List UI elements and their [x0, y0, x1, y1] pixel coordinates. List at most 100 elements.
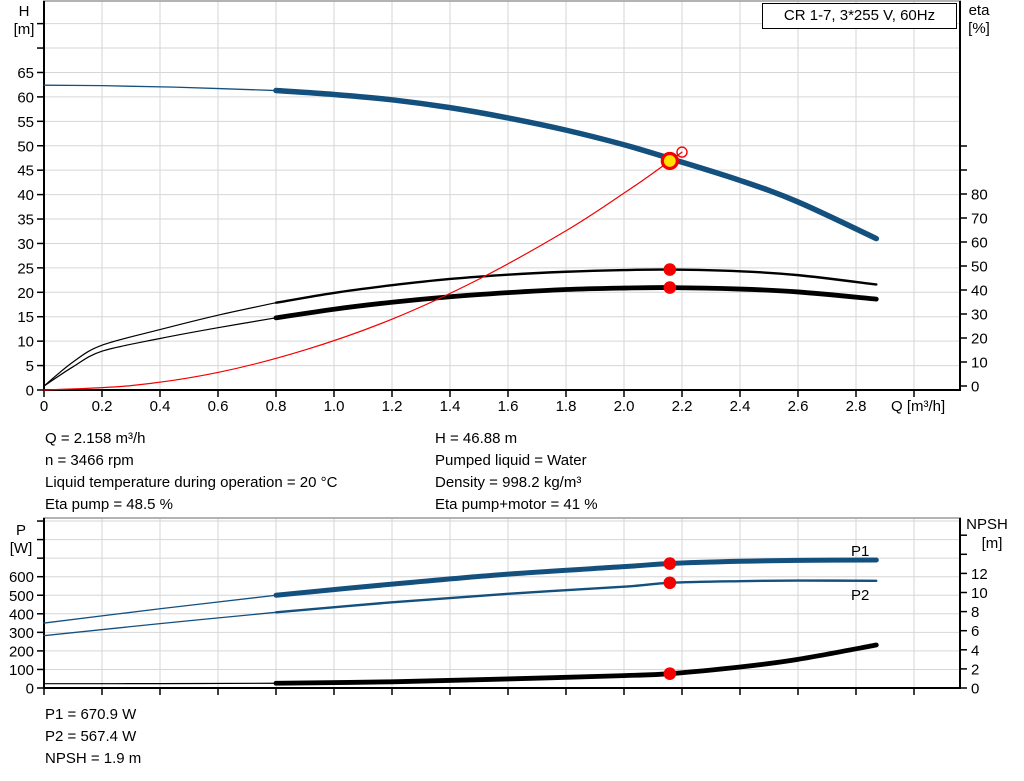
head-curve — [273, 87, 880, 242]
svg-text:55: 55 — [17, 114, 34, 131]
svg-text:1.6: 1.6 — [498, 398, 519, 415]
svg-text:200: 200 — [9, 643, 34, 660]
svg-text:2.8: 2.8 — [846, 398, 867, 415]
svg-text:400: 400 — [9, 606, 34, 623]
svg-text:30: 30 — [971, 307, 988, 324]
svg-text:100: 100 — [9, 662, 34, 679]
tick-labels: 0 0.2 0.4 0.6 0.8 1.0 1.2 1.4 1.6 1.8 2.0 2.2 2.4 2.6… — [17, 65, 987, 415]
annotation-pumped-liquid: Pumped liquid = Water — [435, 452, 587, 469]
annotation-liquid-temperature: Liquid temperature during operation = 20… — [45, 474, 338, 491]
annotation-p1: P1 = 670.9 W — [45, 706, 137, 723]
system-curve — [43, 151, 683, 391]
svg-text:30: 30 — [17, 236, 34, 253]
svg-text:2.2: 2.2 — [672, 398, 693, 415]
svg-text:6: 6 — [971, 623, 979, 640]
svg-text:1.2: 1.2 — [382, 398, 403, 415]
svg-text:500: 500 — [9, 588, 34, 605]
svg-text:0: 0 — [971, 681, 979, 698]
npsh-curve — [273, 642, 879, 686]
gridlines — [44, 1, 960, 390]
svg-text:35: 35 — [17, 212, 34, 229]
eta-pump-extension — [43, 302, 277, 387]
svg-text:40: 40 — [971, 283, 988, 300]
axis-unit-label: NPSH — [966, 516, 1008, 533]
eta-pump-motor-extension — [43, 317, 277, 387]
svg-text:40: 40 — [17, 187, 34, 204]
curve-label-p1: P1 — [851, 543, 869, 560]
svg-text:0.8: 0.8 — [266, 398, 287, 415]
annotation-npsh: NPSH = 1.9 m — [45, 750, 142, 767]
svg-text:12: 12 — [971, 566, 988, 583]
axes-and-ticks — [37, 518, 967, 695]
axis-unit-label: [W] — [10, 540, 33, 557]
axis-unit-label: H — [19, 3, 30, 20]
eta-pump-curve — [274, 268, 878, 304]
svg-text:8: 8 — [971, 604, 979, 621]
svg-text:1.0: 1.0 — [324, 398, 345, 415]
svg-text:50: 50 — [17, 138, 34, 155]
x-axis-title: Q [m³/h] — [891, 398, 945, 415]
annotation-head: H = 46.88 m — [435, 430, 518, 447]
svg-text:70: 70 — [971, 211, 988, 228]
axis-unit-label: P — [16, 522, 26, 539]
svg-text:0.6: 0.6 — [208, 398, 229, 415]
eta-pump-motor-curve — [273, 285, 879, 321]
curve-label-p2: P2 — [851, 587, 869, 604]
svg-text:0: 0 — [26, 681, 34, 698]
npsh-point — [663, 667, 677, 680]
svg-text:45: 45 — [17, 163, 34, 180]
svg-text:2.6: 2.6 — [788, 398, 809, 415]
svg-text:20: 20 — [17, 285, 34, 302]
svg-text:4: 4 — [971, 642, 979, 659]
annotation-p2: P2 = 567.4 W — [45, 728, 137, 745]
pump-title-box: CR 1-7, 3*255 V, 60Hz — [762, 3, 957, 29]
svg-text:0.4: 0.4 — [150, 398, 171, 415]
annotation-density: Density = 998.2 kg/m³ — [435, 474, 582, 491]
axis-unit-label: [m] — [982, 535, 1003, 552]
rated-point-marker — [676, 146, 688, 158]
top-chart: 0 0.2 0.4 0.6 0.8 1.0 1.2 1.4 1.6 1.8 2.0 2.2 2.4 2.6… — [14, 0, 990, 415]
svg-text:0: 0 — [971, 379, 979, 396]
gridlines — [44, 518, 960, 688]
p2-point — [663, 576, 677, 590]
annotation-eta-pump-motor: Eta pump+motor = 41 % — [435, 496, 598, 513]
svg-text:80: 80 — [971, 187, 988, 204]
p1-curve-extension — [43, 594, 277, 624]
svg-text:5: 5 — [26, 358, 34, 375]
svg-text:0: 0 — [26, 383, 34, 400]
p2-curve — [274, 579, 878, 614]
annotation-speed: n = 3466 rpm — [45, 452, 134, 469]
axes-and-ticks — [37, 1, 967, 397]
svg-text:300: 300 — [9, 625, 34, 642]
p1-curve — [273, 557, 879, 598]
svg-text:10: 10 — [17, 334, 34, 351]
svg-text:50: 50 — [971, 259, 988, 276]
svg-text:10: 10 — [971, 585, 988, 602]
svg-text:60: 60 — [17, 89, 34, 106]
eta-pump-motor-point — [663, 281, 677, 294]
head-curve-extension — [43, 84, 277, 92]
axis-unit-label: [m] — [14, 21, 35, 38]
svg-text:2.0: 2.0 — [614, 398, 635, 415]
operating-data-right-column: H = 46.88 m Pumped liquid = Water Densit… — [435, 428, 598, 516]
svg-text:25: 25 — [17, 260, 34, 277]
power-data-column: P1 = 670.9 W P2 = 567.4 W NPSH = 1.9 m — [45, 704, 141, 770]
svg-text:0.2: 0.2 — [92, 398, 113, 415]
svg-text:0: 0 — [40, 398, 48, 415]
svg-text:15: 15 — [17, 309, 34, 326]
operating-data-left-column: Q = 2.158 m³/h n = 3466 rpm Liquid tempe… — [45, 428, 337, 516]
svg-text:1.8: 1.8 — [556, 398, 577, 415]
svg-text:2.4: 2.4 — [730, 398, 751, 415]
annotation-flow: Q = 2.158 m³/h — [45, 430, 146, 447]
svg-text:1.4: 1.4 — [440, 398, 461, 415]
svg-text:20: 20 — [971, 331, 988, 348]
annotation-eta-pump: Eta pump = 48.5 % — [45, 496, 173, 513]
svg-text:2: 2 — [971, 661, 979, 678]
p1-point — [663, 557, 677, 570]
duty-point-marker — [660, 151, 679, 171]
svg-text:10: 10 — [971, 355, 988, 372]
p2-curve-extension — [43, 611, 277, 637]
